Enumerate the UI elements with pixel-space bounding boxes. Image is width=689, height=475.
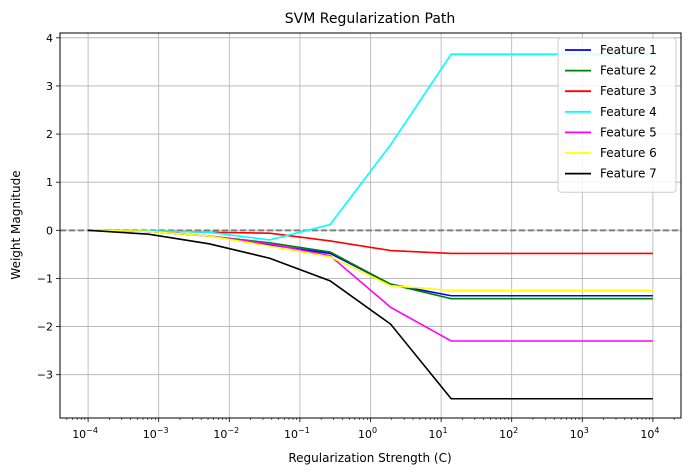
x-tick-label-exponent: 0 xyxy=(372,426,377,435)
series-line-feature-6 xyxy=(88,229,653,292)
x-tick-label-exponent: 1 xyxy=(443,426,448,435)
x-tick-label: 103 xyxy=(570,426,589,441)
x-tick-label: 10−4 xyxy=(72,426,98,441)
legend-label-feature-2: Feature 2 xyxy=(600,64,657,78)
x-tick-label-exponent: −3 xyxy=(157,426,169,435)
legend-label-feature-6: Feature 6 xyxy=(600,146,657,160)
series-line-feature-7 xyxy=(88,229,653,400)
x-tick-label: 102 xyxy=(499,426,518,441)
legend-label-feature-3: Feature 3 xyxy=(600,84,657,98)
y-tick-label: 1 xyxy=(46,176,53,189)
x-tick-label: 100 xyxy=(358,426,377,441)
x-tick-label-base: 10 xyxy=(640,428,654,441)
x-axis-label: Regularization Strength (C) xyxy=(288,451,451,465)
x-tick-label: 104 xyxy=(640,426,659,441)
x-tick-label-exponent: −2 xyxy=(227,426,239,435)
x-tick-label-exponent: −4 xyxy=(86,426,98,435)
legend-label-feature-4: Feature 4 xyxy=(600,105,657,119)
legend-label-feature-7: Feature 7 xyxy=(600,167,657,181)
y-tick-label: 2 xyxy=(46,128,53,141)
legend-label-feature-1: Feature 1 xyxy=(600,43,657,57)
x-tick-label-exponent: 3 xyxy=(584,426,589,435)
x-tick-label-base: 10 xyxy=(429,428,443,441)
y-tick-label: 0 xyxy=(46,224,53,237)
y-tick-label: −1 xyxy=(37,272,53,285)
y-tick-label: 3 xyxy=(46,80,53,93)
chart-title: SVM Regularization Path xyxy=(285,11,456,27)
x-tick-label: 101 xyxy=(429,426,448,441)
x-tick-label-exponent: 4 xyxy=(654,426,659,435)
ticks: 10−4 10−3 10−2 10−1 100 101 102 103 104−3−2−1012… xyxy=(37,32,675,441)
x-tick-label-base: 10 xyxy=(499,428,513,441)
y-tick-label: −3 xyxy=(37,369,53,382)
x-tick-label-exponent: 2 xyxy=(513,426,518,435)
y-tick-label: −2 xyxy=(37,321,53,334)
x-tick-label: 10−3 xyxy=(143,426,169,441)
x-tick-label-base: 10 xyxy=(358,428,372,441)
x-tick-label-base: 10 xyxy=(284,428,298,441)
x-tick-label-base: 10 xyxy=(213,428,227,441)
legend-label-feature-5: Feature 5 xyxy=(600,125,657,139)
x-tick-label: 10−1 xyxy=(284,426,310,441)
legend: Feature 1 Feature 2 Feature 3 Feature 4 Feat… xyxy=(557,37,677,193)
x-tick-label-base: 10 xyxy=(72,428,86,441)
x-tick-label-base: 10 xyxy=(570,428,584,441)
y-axis-label: Weight Magnitude xyxy=(9,170,23,279)
x-tick-label-exponent: −1 xyxy=(298,426,310,435)
y-tick-label: 4 xyxy=(46,32,53,45)
x-tick-label-base: 10 xyxy=(143,428,157,441)
x-tick-label: 10−2 xyxy=(213,426,239,441)
